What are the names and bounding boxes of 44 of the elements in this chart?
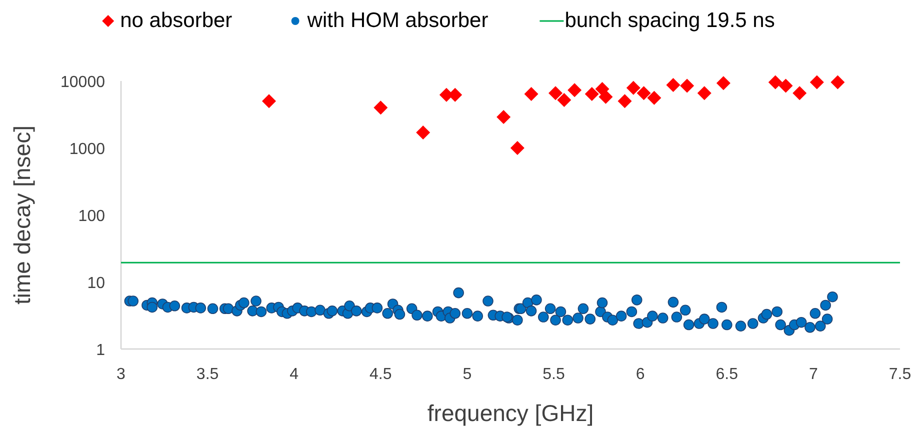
point: [636, 86, 651, 100]
point: [568, 83, 582, 98]
point: [548, 86, 563, 100]
y-axis-title: time decay [nsec]: [9, 126, 35, 304]
point: [557, 93, 572, 108]
point: [374, 100, 388, 115]
point: [716, 76, 730, 90]
point: [680, 78, 694, 93]
point: [618, 94, 632, 108]
y-tick-label: 100: [78, 208, 106, 225]
point: [626, 80, 640, 95]
legend-label: bunch spacing 19.5 ns: [564, 9, 775, 32]
x-tick-label: 3.5: [196, 366, 219, 383]
point: [666, 78, 680, 92]
point: [778, 78, 793, 93]
x-tick-label: 4: [290, 366, 299, 383]
legend-label: no absorber: [120, 9, 232, 32]
point: [697, 86, 712, 100]
x-axis-title: frequency [GHz]: [427, 400, 594, 426]
point: [647, 90, 662, 105]
y-tick-label: 10: [87, 275, 106, 292]
point: [598, 90, 613, 104]
x-tick-label: 7.5: [888, 366, 912, 383]
y-tick-label: 1000: [69, 141, 106, 158]
x-tick-label: 4.5: [370, 366, 392, 383]
point: [830, 75, 845, 90]
x-tick-label: 5.5: [542, 366, 565, 383]
x-tick-label: 6: [636, 366, 645, 383]
point: [262, 94, 276, 108]
x-tick-label: 5: [462, 366, 472, 383]
x-tick-label: 3: [116, 366, 126, 383]
point: [510, 141, 524, 155]
point: [768, 75, 782, 90]
y-tick-label: 10000: [60, 74, 106, 91]
x-tick-label: 6.5: [716, 366, 738, 383]
point: [792, 86, 807, 100]
legend-label: with HOM absorber: [306, 9, 488, 32]
point: [524, 86, 538, 101]
point: [496, 110, 511, 124]
y-tick-label: 1: [96, 342, 106, 359]
point: [810, 75, 824, 90]
point: [584, 86, 599, 101]
x-tick-label: 7: [808, 366, 818, 383]
point: [416, 126, 430, 140]
